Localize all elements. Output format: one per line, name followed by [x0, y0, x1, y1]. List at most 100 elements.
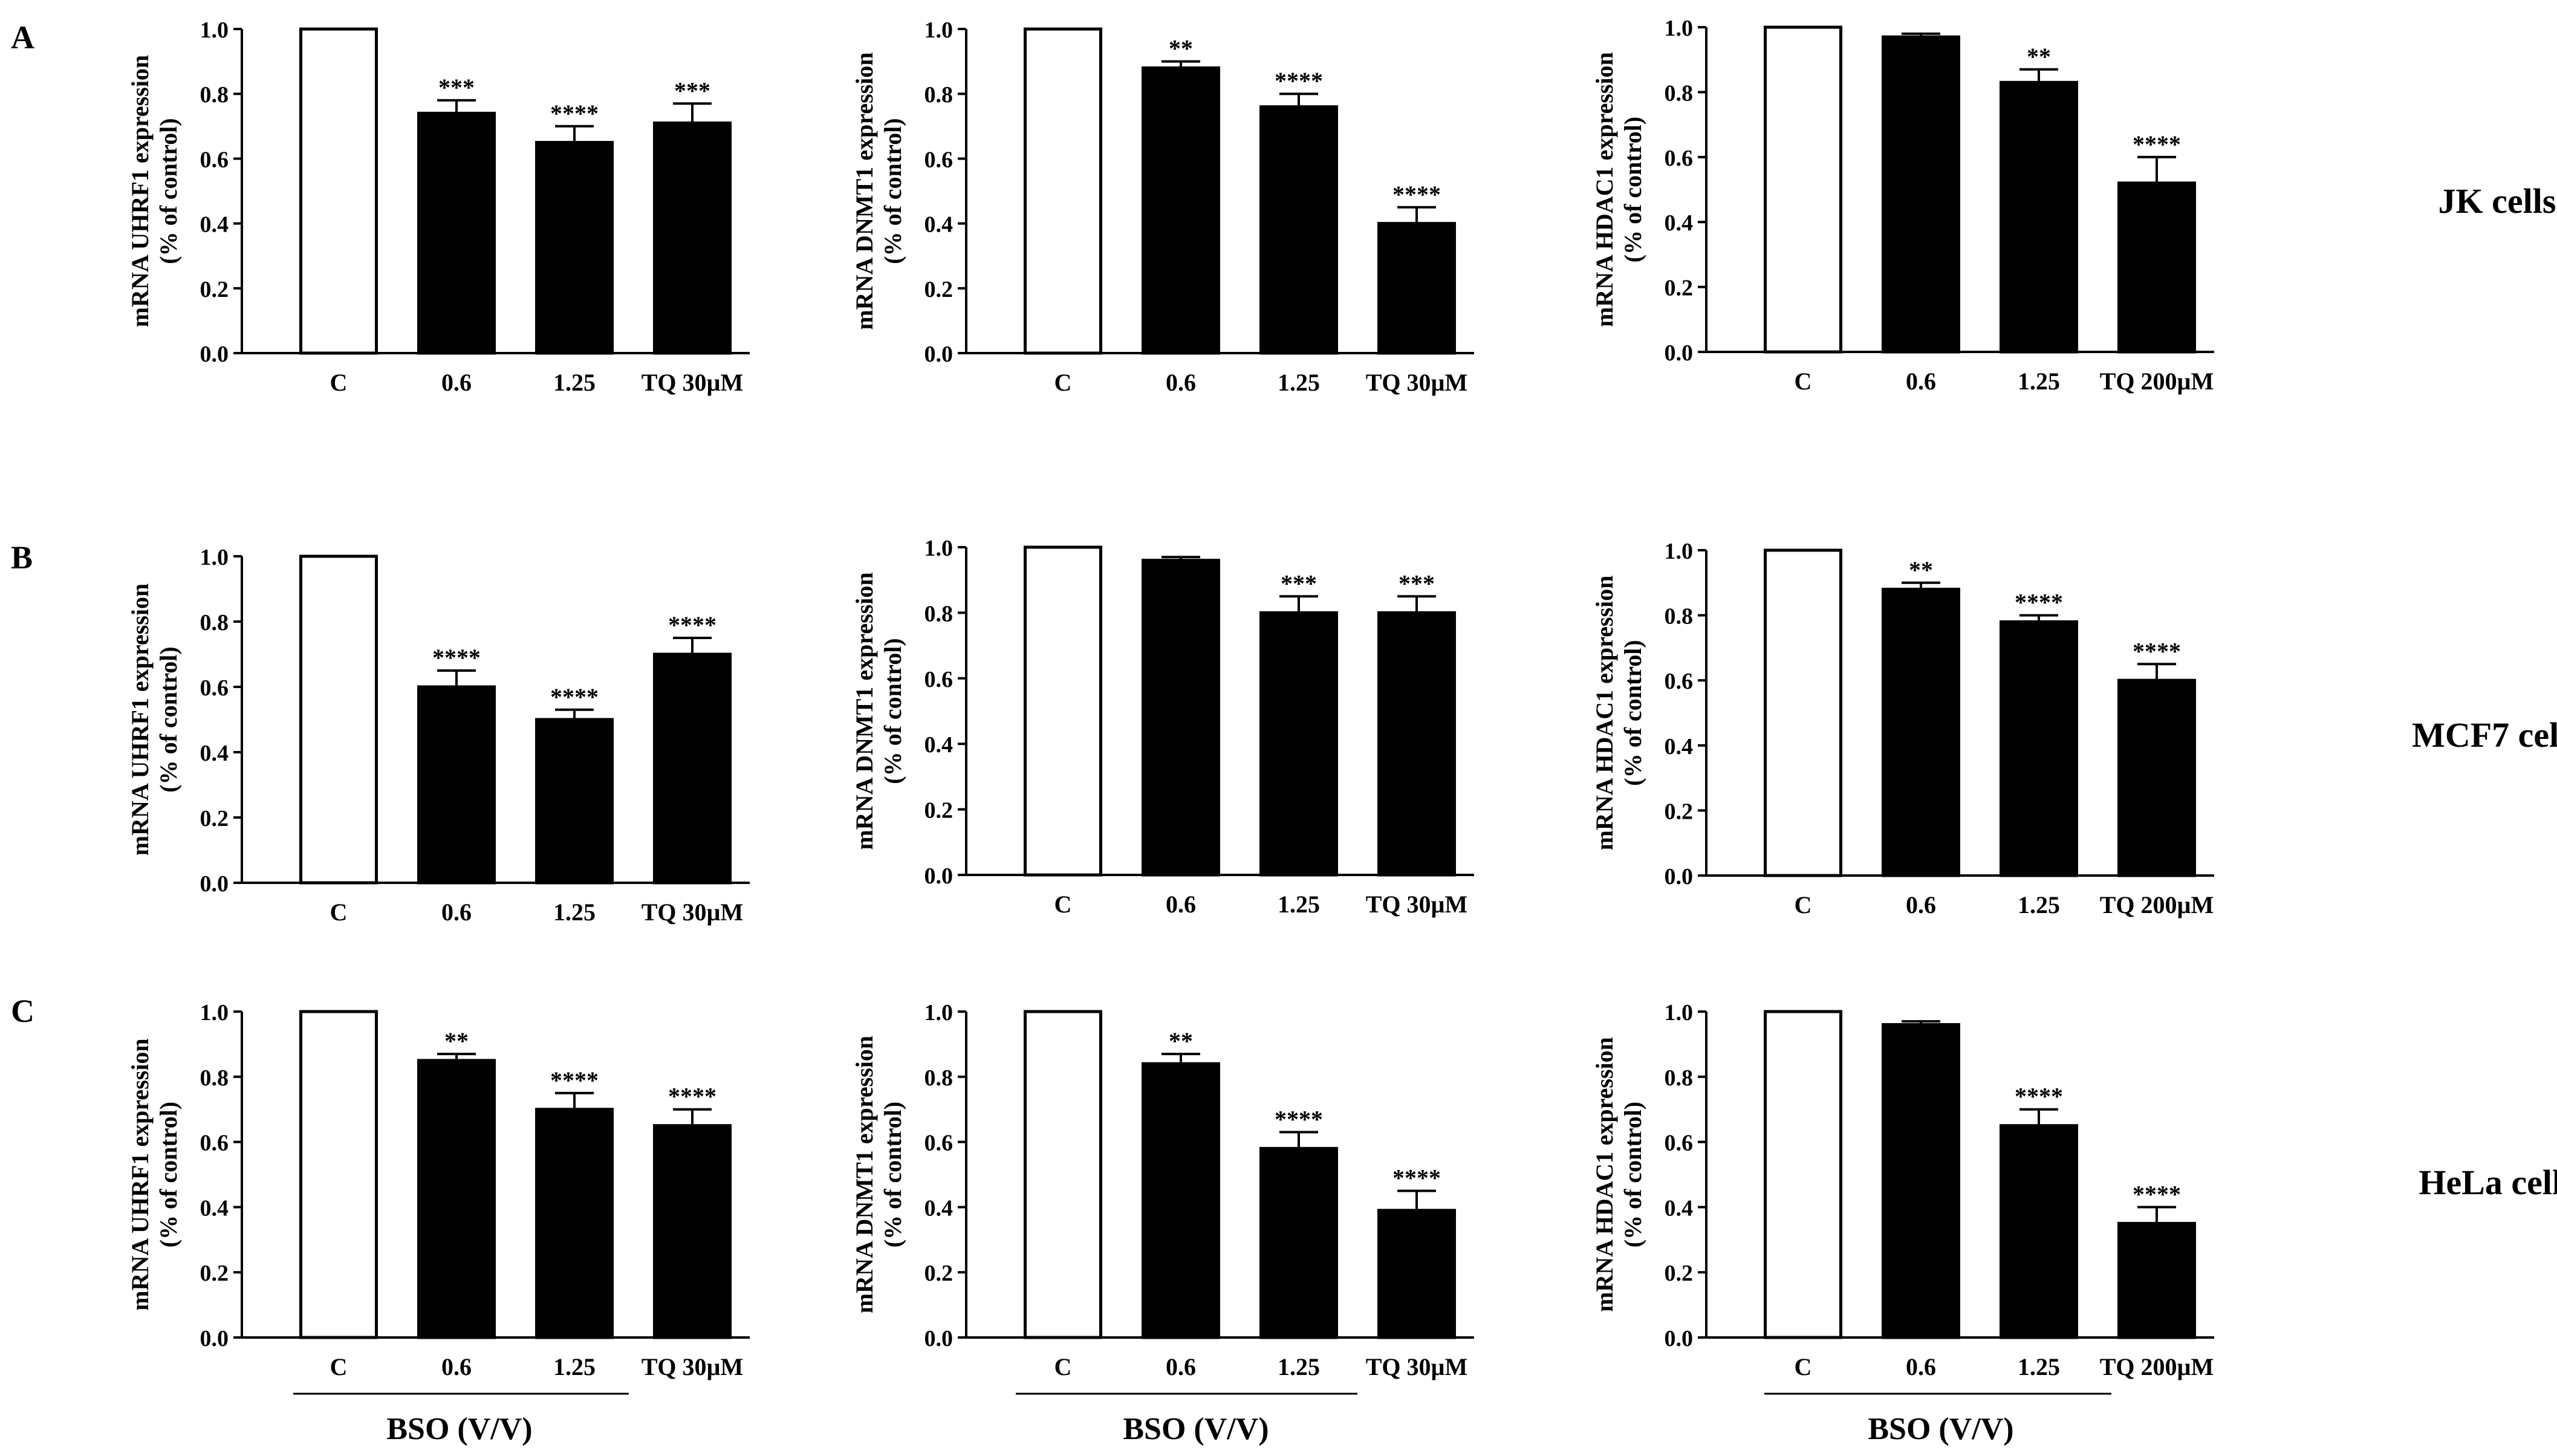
- y-tick-label: 0.8: [200, 1065, 229, 1091]
- bar: [2000, 620, 2078, 877]
- y-tick-label: 0.0: [1665, 1326, 1694, 1351]
- y-tick-label: 0.0: [1665, 864, 1694, 889]
- y-tick-label: 0.0: [200, 342, 229, 367]
- y-tick-label: 0.6: [1665, 669, 1694, 694]
- significance-label: ****: [550, 1067, 599, 1094]
- group-label: BSO (V/V): [386, 1412, 532, 1446]
- bar: [1377, 1209, 1456, 1339]
- significance-label: ****: [668, 611, 716, 639]
- x-tick-label: TQ 30µM: [642, 1353, 744, 1380]
- x-tick-label: 1.25: [1278, 891, 1320, 918]
- bar: [1142, 66, 1220, 355]
- y-axis-label: mRNA DNMT1 expression: [851, 1036, 878, 1313]
- significance-label: **: [1169, 35, 1193, 62]
- bar: [535, 1108, 614, 1339]
- y-tick-label: 1.0: [200, 545, 229, 570]
- y-tick-label: 0.4: [924, 1195, 954, 1221]
- x-tick-label: TQ 200µM: [2100, 891, 2214, 918]
- x-tick-label: 0.6: [1166, 1353, 1196, 1380]
- bar: [1142, 559, 1220, 877]
- x-tick-label: 1.25: [2018, 368, 2060, 395]
- bar-chart-5: 0.0 0.2 0.4 0.6 0.8 1.0 mRNA DNMT1 expression(…: [851, 536, 1474, 918]
- bar: [1882, 35, 1960, 354]
- bar: [299, 554, 378, 885]
- y-tick-label: 0.0: [924, 342, 954, 367]
- bar: [2000, 1124, 2078, 1339]
- bar-chart-7: 0.0 0.2 0.4 0.6 0.8 1.0 mRNA UHRF1 expression(…: [126, 1000, 750, 1380]
- y-tick-label: 0.0: [200, 1326, 229, 1351]
- bar: [1024, 27, 1102, 355]
- significance-label: ***: [674, 77, 710, 104]
- x-tick-label: TQ 30µM: [642, 899, 744, 926]
- panel-label-c: C: [11, 993, 34, 1029]
- x-tick-label: 1.25: [553, 899, 596, 926]
- y-axis-label-unit: (% of control): [155, 118, 182, 264]
- y-tick-label: 0.4: [1665, 734, 1694, 759]
- y-tick-label: 0.6: [200, 1131, 229, 1156]
- bar: [1024, 1010, 1102, 1339]
- y-tick-label: 0.4: [200, 1195, 229, 1221]
- y-tick-label: 0.8: [1665, 1065, 1694, 1091]
- bar: [535, 141, 614, 355]
- x-tick-label: 1.25: [553, 1353, 596, 1380]
- y-axis-label-unit: (% of control): [1619, 117, 1646, 262]
- x-tick-label: C: [1795, 1353, 1812, 1380]
- y-axis-label-unit: (% of control): [155, 646, 182, 792]
- y-tick-label: 0.2: [1665, 276, 1694, 301]
- significance-label: ****: [2015, 589, 2063, 616]
- x-tick-label: 1.25: [2018, 891, 2060, 918]
- bar: [1142, 1062, 1220, 1339]
- significance-label: ***: [438, 74, 475, 101]
- y-tick-label: 0.8: [924, 82, 954, 108]
- bar: [417, 111, 496, 355]
- y-axis-label-unit: (% of control): [1619, 640, 1646, 785]
- bar: [1882, 588, 1960, 877]
- y-tick-label: 0.6: [924, 147, 954, 172]
- y-tick-label: 0.6: [200, 147, 229, 172]
- bar: [299, 27, 378, 355]
- y-tick-label: 0.6: [924, 1131, 954, 1156]
- y-tick-label: 0.4: [924, 732, 954, 758]
- bar: [2000, 80, 2078, 354]
- bar: [2117, 1221, 2196, 1339]
- x-tick-label: TQ 30µM: [1366, 891, 1468, 918]
- y-tick-label: 0.6: [1665, 1131, 1694, 1156]
- significance-label: ****: [550, 683, 599, 710]
- y-tick-label: 1.0: [924, 1000, 954, 1025]
- y-tick-label: 0.2: [200, 1261, 229, 1286]
- significance-label: **: [2027, 43, 2051, 70]
- y-tick-label: 0.8: [924, 1065, 954, 1091]
- bar: [2117, 678, 2196, 877]
- y-tick-label: 0.6: [1665, 146, 1694, 171]
- bar-chart-6: 0.0 0.2 0.4 0.6 0.8 1.0 mRNA HDAC1 expression(…: [1591, 539, 2214, 918]
- y-axis-label: mRNA HDAC1 expression: [1591, 576, 1618, 851]
- y-tick-label: 0.0: [1665, 340, 1694, 366]
- y-tick-label: 0.4: [200, 212, 229, 238]
- panel-label-a: A: [11, 19, 34, 56]
- x-tick-label: C: [330, 369, 348, 396]
- bar: [1259, 611, 1338, 877]
- y-axis-label-unit: (% of control): [155, 1102, 182, 1247]
- significance-label: ****: [2133, 637, 2181, 665]
- significance-label: ****: [550, 100, 599, 127]
- y-tick-label: 0.4: [1665, 210, 1694, 236]
- y-tick-label: 1.0: [924, 18, 954, 43]
- y-tick-label: 0.2: [924, 798, 954, 824]
- x-tick-label: TQ 30µM: [642, 369, 744, 396]
- bar-chart-3: 0.0 0.2 0.4 0.6 0.8 1.0 mRNA HDAC1 expression(…: [1591, 16, 2214, 395]
- panel-label-b: B: [11, 539, 33, 576]
- y-axis-label: mRNA HDAC1 expression: [1591, 1037, 1618, 1312]
- significance-label: ****: [668, 1083, 716, 1110]
- significance-label: ****: [2133, 131, 2181, 158]
- x-tick-label: C: [1054, 369, 1072, 396]
- x-tick-label: C: [330, 1353, 348, 1380]
- significance-label: ***: [1281, 570, 1317, 597]
- y-tick-label: 0.4: [924, 212, 954, 238]
- significance-label: ****: [2133, 1180, 2181, 1207]
- bar: [653, 652, 732, 885]
- y-tick-label: 0.8: [1665, 604, 1694, 629]
- y-tick-label: 0.2: [200, 277, 229, 302]
- x-tick-label: 0.6: [1906, 891, 1936, 918]
- cell-line-label-jk: JK cells: [2438, 181, 2556, 221]
- y-tick-label: 0.6: [200, 675, 229, 701]
